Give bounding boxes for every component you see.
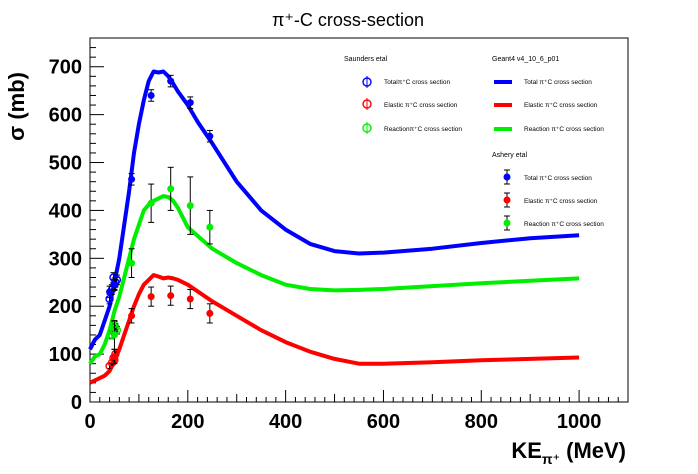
data-point bbox=[110, 278, 118, 291]
x-axis-label-main: KE bbox=[511, 438, 542, 463]
data-point bbox=[186, 96, 194, 109]
legend-geant4-total-label: Total π⁺C cross section bbox=[524, 79, 592, 86]
axis-ticks: 0 200 400 600 800 1000 0 100 200 300 400 500 600 700 bbox=[49, 37, 629, 433]
y-tick-label: 600 bbox=[49, 105, 82, 127]
legend-geant4-elastic-label: Elastic π⁺C cross section bbox=[524, 102, 598, 109]
data-point bbox=[206, 303, 214, 324]
legend-saunders-elastic-marker bbox=[362, 98, 372, 110]
point-marker bbox=[128, 312, 136, 320]
y-tick-label: 400 bbox=[49, 200, 82, 222]
plot-area bbox=[89, 37, 629, 403]
y-tick-label: 0 bbox=[71, 392, 82, 414]
point-marker bbox=[167, 77, 175, 85]
data-point bbox=[128, 173, 136, 186]
data-point bbox=[110, 348, 118, 365]
data-point bbox=[167, 285, 175, 306]
plot-frame bbox=[89, 37, 629, 403]
y-axis-label: σ (mb) bbox=[4, 72, 29, 141]
legend-saunders-total-label: Totalπ⁺C cross section bbox=[384, 79, 450, 86]
point-marker bbox=[186, 295, 194, 303]
data-point bbox=[206, 129, 214, 143]
data-points bbox=[105, 74, 214, 371]
point-marker bbox=[186, 99, 194, 107]
point-marker bbox=[147, 293, 155, 301]
legend-geant4-reaction-label: Reaction π⁺C cross section bbox=[524, 126, 604, 133]
point-marker bbox=[128, 175, 136, 183]
point-marker bbox=[128, 259, 136, 267]
data-point bbox=[167, 166, 175, 211]
point-marker bbox=[167, 292, 175, 300]
x-axis-label-unit: (MeV) bbox=[560, 438, 626, 463]
legend-saunders-reaction-label: Reactionπ⁺C cross section bbox=[384, 126, 462, 133]
point-marker bbox=[206, 223, 214, 231]
x-tick-label: 400 bbox=[269, 411, 302, 433]
point-marker bbox=[186, 202, 194, 210]
legend-saunders-total-marker bbox=[362, 76, 372, 88]
data-point bbox=[147, 89, 155, 102]
y-tick-label: 100 bbox=[49, 344, 82, 366]
data-point bbox=[206, 209, 214, 245]
x-axis-label-sub: π⁺ bbox=[542, 451, 560, 467]
legend-ashery-header: Ashery etal bbox=[492, 152, 527, 159]
x-tick-label: 1000 bbox=[557, 411, 602, 433]
y-tick-label: 200 bbox=[49, 296, 82, 318]
data-point bbox=[128, 308, 136, 324]
x-tick-label: 800 bbox=[465, 411, 498, 433]
legend-ashery-reaction-marker bbox=[503, 215, 511, 231]
legend-geant4-header: Geant4 v4_10_6_p01 bbox=[492, 56, 559, 63]
point-marker bbox=[110, 281, 118, 289]
legend-saunders-reaction-marker bbox=[362, 122, 372, 134]
y-axis-label-text: σ (mb) bbox=[4, 72, 29, 141]
point-marker bbox=[147, 91, 155, 99]
data-point bbox=[147, 286, 155, 307]
model-curves bbox=[88, 69, 580, 385]
legend-saunders-header: Saunders etal bbox=[344, 56, 388, 63]
data-point bbox=[106, 285, 114, 299]
point-marker bbox=[106, 288, 114, 296]
y-tick-label: 300 bbox=[49, 248, 82, 270]
legend-ashery-total-label: Total π⁺C cross section bbox=[524, 175, 592, 182]
data-point bbox=[167, 74, 175, 88]
data-point bbox=[186, 288, 194, 310]
chart-title: π⁺-C cross-section bbox=[272, 10, 424, 30]
point-marker bbox=[167, 185, 175, 193]
curve-total bbox=[88, 69, 580, 351]
legend-saunders-elastic-label: Elastic π⁺C cross section bbox=[384, 102, 458, 109]
data-point bbox=[128, 248, 136, 278]
x-axis-label: KEπ⁺ (MeV) bbox=[511, 438, 626, 467]
legend-ashery-elastic-marker bbox=[503, 192, 511, 208]
point-marker bbox=[147, 199, 155, 207]
y-tick-label: 700 bbox=[49, 57, 82, 79]
x-tick-label: 600 bbox=[367, 411, 400, 433]
point-marker bbox=[110, 353, 118, 360]
x-tick-label: 200 bbox=[171, 411, 204, 433]
curve-reaction bbox=[88, 194, 580, 365]
legend-geant4: Geant4 v4_10_6_p01 Total π⁺C cross secti… bbox=[492, 56, 604, 133]
data-point bbox=[147, 183, 155, 223]
point-marker bbox=[206, 132, 214, 140]
legend-ashery-reaction-label: Reaction π⁺C cross section bbox=[524, 221, 604, 228]
legend-ashery-elastic-label: Elastic π⁺C cross section bbox=[524, 198, 598, 205]
y-tick-label: 500 bbox=[49, 153, 82, 175]
legend-ashery-total-marker bbox=[503, 169, 511, 185]
legend-ashery: Ashery etal Total π⁺C cross section Elas… bbox=[492, 152, 604, 231]
point-marker bbox=[110, 331, 118, 339]
x-tick-label: 0 bbox=[84, 411, 95, 433]
legend-saunders: Saunders etal Totalπ⁺C cross section Ela… bbox=[344, 56, 462, 134]
data-point bbox=[186, 176, 194, 235]
point-marker bbox=[206, 309, 214, 317]
